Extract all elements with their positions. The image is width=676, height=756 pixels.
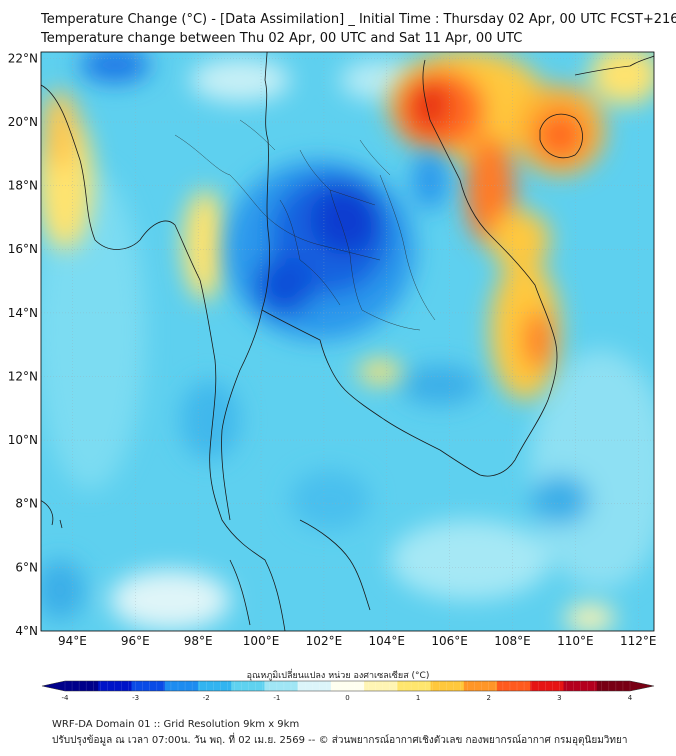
- colorbar-tick-label: 2: [487, 694, 491, 702]
- colorbar-segment: [231, 681, 265, 691]
- colorbar-tick-label: -2: [203, 694, 210, 702]
- chart-title: Temperature Change (°C) - [Data Assimila…: [41, 12, 676, 27]
- colorbar-tick-label: 4: [628, 694, 633, 702]
- colorbar-tick-label: -1: [273, 694, 280, 702]
- colorbar-segment: [563, 681, 598, 691]
- lon-tick-label: 94°E: [58, 634, 87, 648]
- lon-tick-label: 102°E: [306, 634, 343, 648]
- map-grid: [41, 52, 654, 631]
- footer-model-info: WRF-DA Domain 01 :: Grid Resolution 9km …: [52, 719, 300, 730]
- lon-tick-label: 100°E: [243, 634, 280, 648]
- colorbar-label: อุณหภูมิเปลี่ยนแปลง หน่วย องศาเซลเซียส (…: [246, 671, 430, 681]
- colorbar-tick-label: 1: [416, 694, 420, 702]
- lat-tick-label: 18°N: [8, 179, 38, 193]
- lat-tick-label: 12°N: [8, 369, 38, 383]
- colorbar-segment: [497, 681, 531, 691]
- colorbar-tick-label: 0: [345, 694, 349, 702]
- colorbar-segment: [364, 681, 398, 691]
- colorbar-segment: [197, 681, 232, 691]
- colorbar-tick-label: -3: [132, 694, 139, 702]
- colorbar-segment: [164, 681, 199, 691]
- coastlines: [41, 52, 654, 631]
- colorbar-segment: [131, 681, 166, 691]
- colorbar: [41, 680, 655, 692]
- colorbar-segment: [297, 681, 332, 691]
- colorbar-tick-label: 3: [557, 694, 561, 702]
- colorbar-segment: [65, 681, 99, 691]
- lon-tick-label: 98°E: [184, 634, 213, 648]
- colorbar-segment: [463, 681, 498, 691]
- lon-tick-label: 96°E: [121, 634, 150, 648]
- colorbar-segment: [98, 681, 132, 691]
- lat-tick-label: 6°N: [15, 560, 38, 574]
- map-frame: [40, 51, 655, 632]
- colorbar-max-arrow: [630, 681, 654, 691]
- lat-tick-label: 4°N: [15, 624, 38, 638]
- lat-tick-label: 16°N: [8, 242, 38, 256]
- colorbar-tick-label: -4: [62, 694, 70, 702]
- lon-tick-label: 110°E: [557, 634, 594, 648]
- lon-tick-label: 106°E: [431, 634, 468, 648]
- lat-tick-label: 10°N: [8, 433, 38, 447]
- warm-anomalies: [41, 52, 654, 631]
- lon-tick-label: 108°E: [494, 634, 531, 648]
- cold-anomalies: [80, 52, 448, 340]
- colorbar-segment: [397, 681, 432, 691]
- chart-subtitle: Temperature change between Thu 02 Apr, 0…: [41, 31, 523, 46]
- colorbar-segment: [430, 681, 465, 691]
- lat-tick-label: 22°N: [8, 51, 38, 65]
- internal-borders: [174, 119, 436, 331]
- colorbar-min-arrow: [42, 681, 65, 691]
- lon-tick-label: 112°E: [620, 634, 657, 648]
- colorbar-segment: [330, 681, 365, 691]
- colorbar-segment: [264, 681, 299, 691]
- lon-tick-label: 104°E: [369, 634, 406, 648]
- colorbar-segment: [530, 681, 565, 691]
- lat-tick-label: 20°N: [8, 115, 38, 129]
- lat-tick-label: 8°N: [15, 497, 38, 511]
- colorbar-segment: [596, 681, 631, 691]
- footer-update-info: ปรับปรุงข้อมูล ณ เวลา 07:00น. วัน พฤ. ที…: [52, 735, 628, 746]
- lat-tick-label: 14°N: [8, 306, 38, 320]
